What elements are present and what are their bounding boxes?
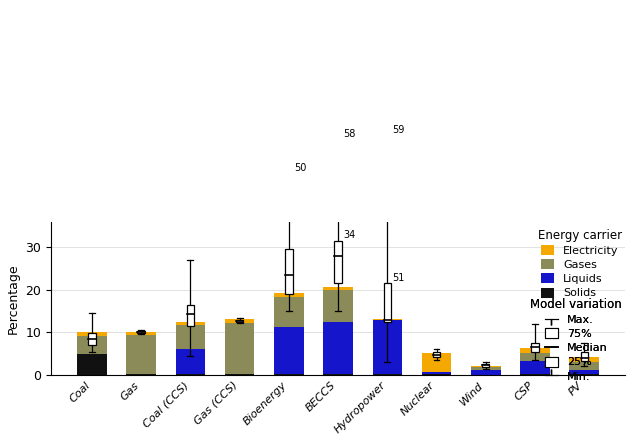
Bar <box>372 374 402 375</box>
Bar <box>581 351 588 362</box>
Bar <box>77 336 107 354</box>
Bar <box>372 320 402 374</box>
Bar <box>433 351 441 357</box>
Y-axis label: Percentage: Percentage <box>7 263 20 334</box>
Text: 34: 34 <box>343 230 355 240</box>
Bar <box>176 322 205 325</box>
Bar <box>520 361 550 374</box>
Bar <box>77 332 107 336</box>
Bar <box>285 249 293 294</box>
Text: 59: 59 <box>392 125 404 135</box>
Text: 51: 51 <box>392 273 404 282</box>
Bar <box>186 305 194 326</box>
Bar <box>384 283 391 322</box>
Bar <box>138 331 145 333</box>
Bar <box>225 374 255 375</box>
Text: 58: 58 <box>343 129 355 139</box>
Bar <box>471 370 501 375</box>
Bar <box>274 374 303 375</box>
Text: 50: 50 <box>294 163 306 173</box>
Bar <box>569 374 599 375</box>
Bar <box>126 373 156 374</box>
Bar <box>274 293 303 297</box>
Bar <box>225 323 255 373</box>
Bar <box>569 362 599 370</box>
Bar <box>324 322 353 374</box>
Bar <box>324 374 353 375</box>
Bar <box>532 343 538 351</box>
Bar <box>126 332 156 335</box>
Bar <box>520 374 550 375</box>
Bar <box>126 374 156 375</box>
Bar <box>274 297 303 327</box>
Bar <box>324 287 353 290</box>
Bar <box>422 353 451 372</box>
Bar <box>88 333 95 345</box>
Bar <box>225 319 255 323</box>
Bar <box>324 290 353 322</box>
Bar <box>176 325 205 349</box>
Bar <box>236 320 243 322</box>
Bar <box>471 367 501 370</box>
Bar <box>482 363 489 366</box>
Bar <box>422 374 451 375</box>
Bar <box>471 366 501 367</box>
Bar <box>520 353 550 361</box>
Bar <box>422 372 451 374</box>
Bar <box>520 348 550 353</box>
Bar <box>569 357 599 362</box>
Bar <box>225 373 255 374</box>
Bar <box>176 374 205 375</box>
Bar <box>77 354 107 375</box>
Bar <box>176 349 205 374</box>
Bar <box>334 241 342 283</box>
Legend: Max., 75%, Median, 25%, Min.: Max., 75%, Median, 25%, Min. <box>527 295 625 385</box>
Bar <box>274 327 303 374</box>
Bar <box>126 335 156 373</box>
Bar <box>569 370 599 374</box>
